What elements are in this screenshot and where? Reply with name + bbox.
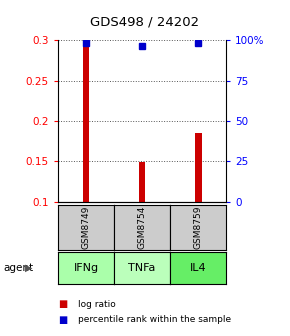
- Text: TNFa: TNFa: [128, 263, 156, 273]
- Text: ▶: ▶: [25, 263, 32, 273]
- Text: GSM8754: GSM8754: [137, 206, 147, 249]
- Text: agent: agent: [3, 263, 33, 273]
- Text: percentile rank within the sample: percentile rank within the sample: [78, 316, 231, 324]
- Bar: [195, 133, 202, 202]
- Text: GDS498 / 24202: GDS498 / 24202: [90, 15, 200, 28]
- Text: GSM8749: GSM8749: [81, 206, 90, 249]
- Text: log ratio: log ratio: [78, 300, 116, 308]
- Text: IL4: IL4: [190, 263, 206, 273]
- Text: ■: ■: [58, 299, 67, 309]
- Bar: [139, 162, 146, 202]
- Text: ■: ■: [58, 315, 67, 325]
- Text: IFNg: IFNg: [73, 263, 99, 273]
- Text: GSM8759: GSM8759: [194, 206, 203, 249]
- Bar: [83, 42, 89, 202]
